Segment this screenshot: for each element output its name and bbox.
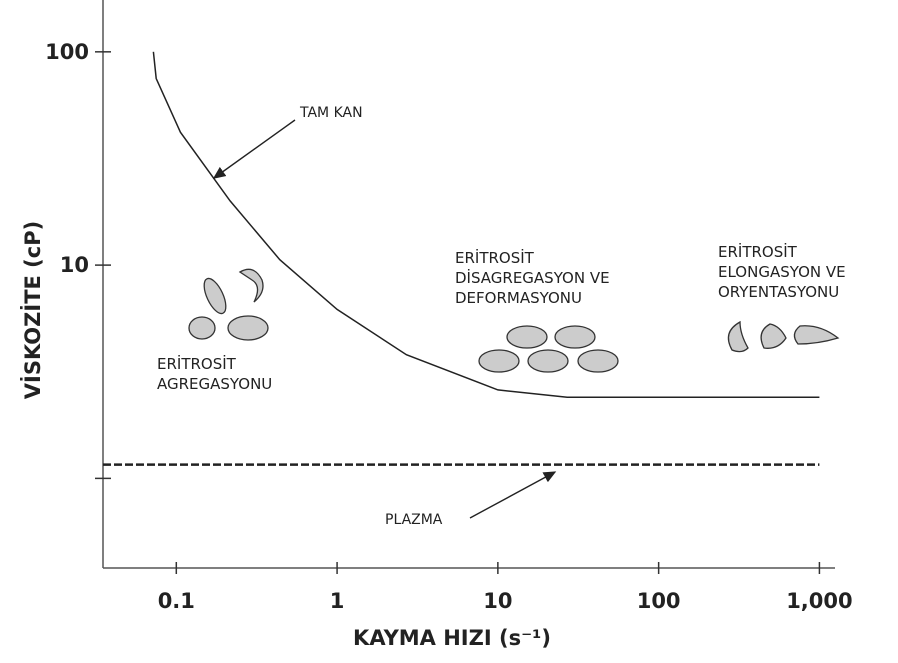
annotation: ERİTROSİT: [718, 242, 798, 261]
annotation: DİSAGREGASYON VE: [455, 268, 610, 287]
x-tick-label: 10: [483, 589, 512, 613]
x-tick-label: 100: [637, 589, 681, 613]
x-tick-label: 0.1: [158, 589, 195, 613]
x-tick-label: 1,000: [786, 589, 852, 613]
arrow: [470, 472, 555, 518]
annotation: AGREGASYONU: [157, 375, 272, 393]
annotation: ERİTROSİT: [455, 248, 535, 267]
y-tick-label: 10: [60, 253, 89, 277]
series-label: TAM KAN: [299, 105, 363, 121]
series-label: PLAZMA: [385, 512, 443, 528]
annotation: DEFORMASYONU: [455, 289, 582, 307]
arrow: [214, 120, 295, 178]
y-tick-label: 100: [45, 40, 89, 64]
x-axis-label: KAYMA HIZI (s⁻¹): [353, 626, 551, 650]
x-tick-label: 1: [330, 589, 345, 613]
data-line: [153, 52, 819, 398]
y-axis-label: VİSKOZİTE (cP): [20, 221, 45, 399]
annotation: ELONGASYON VE: [718, 263, 846, 281]
annotation: ERİTROSİT: [157, 354, 237, 373]
annotation: ORYENTASYONU: [718, 283, 839, 301]
chart: 100 10 0.1 1 10 100 1,000 KAYMA HIZI (s⁻¹) VİSKO…: [0, 0, 898, 659]
